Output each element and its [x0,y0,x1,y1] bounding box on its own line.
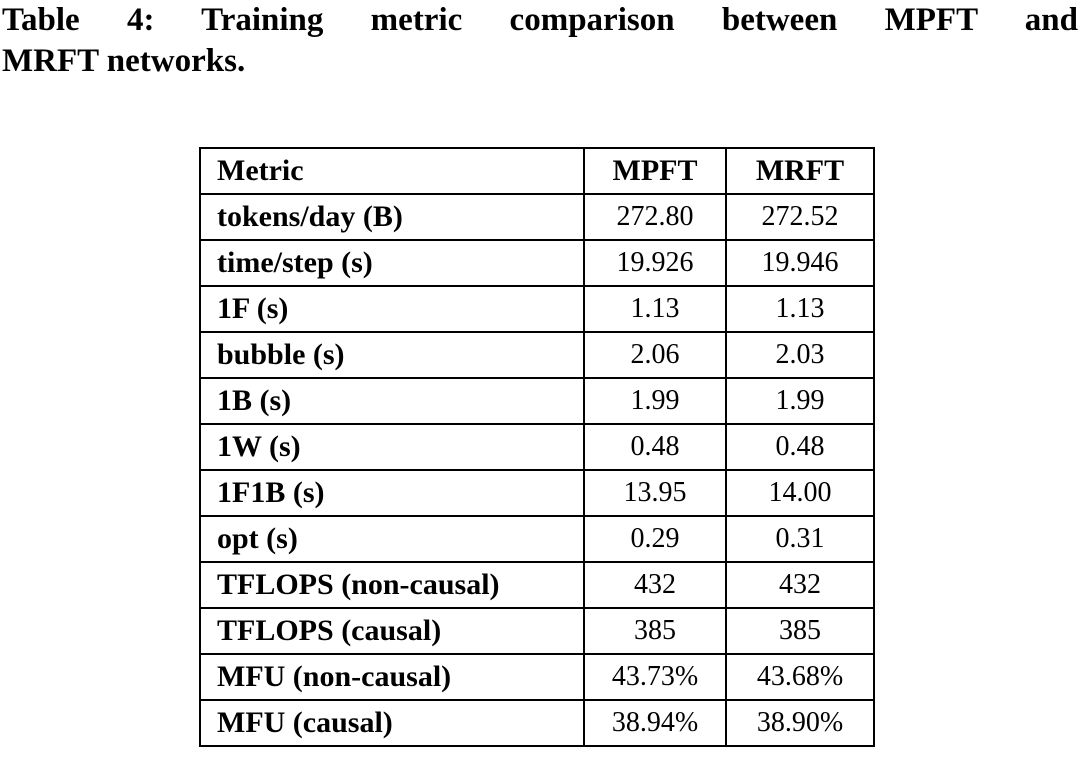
metric-cell: 1B (s) [199,377,585,425]
mrft-value-cell: 0.48 [725,423,875,471]
mrft-value-cell: 1.99 [725,377,875,425]
table-row: tokens/day (B) 272.80 272.52 [199,193,875,241]
mpft-value-cell: 0.48 [583,423,727,471]
table-row: 1F (s) 1.13 1.13 [199,285,875,333]
mpft-value-cell: 19.926 [583,239,727,287]
mpft-value-cell: 432 [583,561,727,609]
table-row: MFU (causal) 38.94% 38.90% [199,699,875,747]
mrft-value-cell: 2.03 [725,331,875,379]
mpft-value-cell: 43.73% [583,653,727,701]
mpft-value-cell: 2.06 [583,331,727,379]
mrft-value-cell: 43.68% [725,653,875,701]
table-caption-line2: MRFT networks. [2,43,246,79]
table-caption-line1: Table 4: Training metric comparison betw… [2,2,1078,38]
metric-cell: 1F1B (s) [199,469,585,517]
table-row: TFLOPS (non-causal) 432 432 [199,561,875,609]
mrft-value-cell: 14.00 [725,469,875,517]
mrft-value-cell: 1.13 [725,285,875,333]
column-header-mrft: MRFT [725,147,875,195]
metric-cell: bubble (s) [199,331,585,379]
table-row: bubble (s) 2.06 2.03 [199,331,875,379]
mpft-value-cell: 1.99 [583,377,727,425]
metric-cell: 1W (s) [199,423,585,471]
mrft-value-cell: 38.90% [725,699,875,747]
mrft-value-cell: 432 [725,561,875,609]
metric-cell: TFLOPS (non-causal) [199,561,585,609]
table-row: 1W (s) 0.48 0.48 [199,423,875,471]
mrft-value-cell: 0.31 [725,515,875,563]
mrft-value-cell: 385 [725,607,875,655]
training-metrics-table: Metric MPFT MRFT tokens/day (B) 272.80 2… [199,147,875,747]
metric-cell: TFLOPS (causal) [199,607,585,655]
mpft-value-cell: 38.94% [583,699,727,747]
metric-cell: opt (s) [199,515,585,563]
table-row: 1F1B (s) 13.95 14.00 [199,469,875,517]
metric-cell: time/step (s) [199,239,585,287]
mrft-value-cell: 272.52 [725,193,875,241]
mrft-value-cell: 19.946 [725,239,875,287]
table-header-row: Metric MPFT MRFT [199,147,875,195]
table-row: MFU (non-causal) 43.73% 43.68% [199,653,875,701]
metric-cell: MFU (causal) [199,699,585,747]
metric-cell: MFU (non-causal) [199,653,585,701]
mpft-value-cell: 13.95 [583,469,727,517]
mpft-value-cell: 0.29 [583,515,727,563]
metric-cell: tokens/day (B) [199,193,585,241]
metric-cell: 1F (s) [199,285,585,333]
table-caption: Table 4: Training metric comparison betw… [2,0,1078,82]
table-row: opt (s) 0.29 0.31 [199,515,875,563]
column-header-mpft: MPFT [583,147,727,195]
table-row: time/step (s) 19.926 19.946 [199,239,875,287]
mpft-value-cell: 272.80 [583,193,727,241]
mpft-value-cell: 1.13 [583,285,727,333]
column-header-metric: Metric [199,147,585,195]
table-row: 1B (s) 1.99 1.99 [199,377,875,425]
mpft-value-cell: 385 [583,607,727,655]
table-row: TFLOPS (causal) 385 385 [199,607,875,655]
